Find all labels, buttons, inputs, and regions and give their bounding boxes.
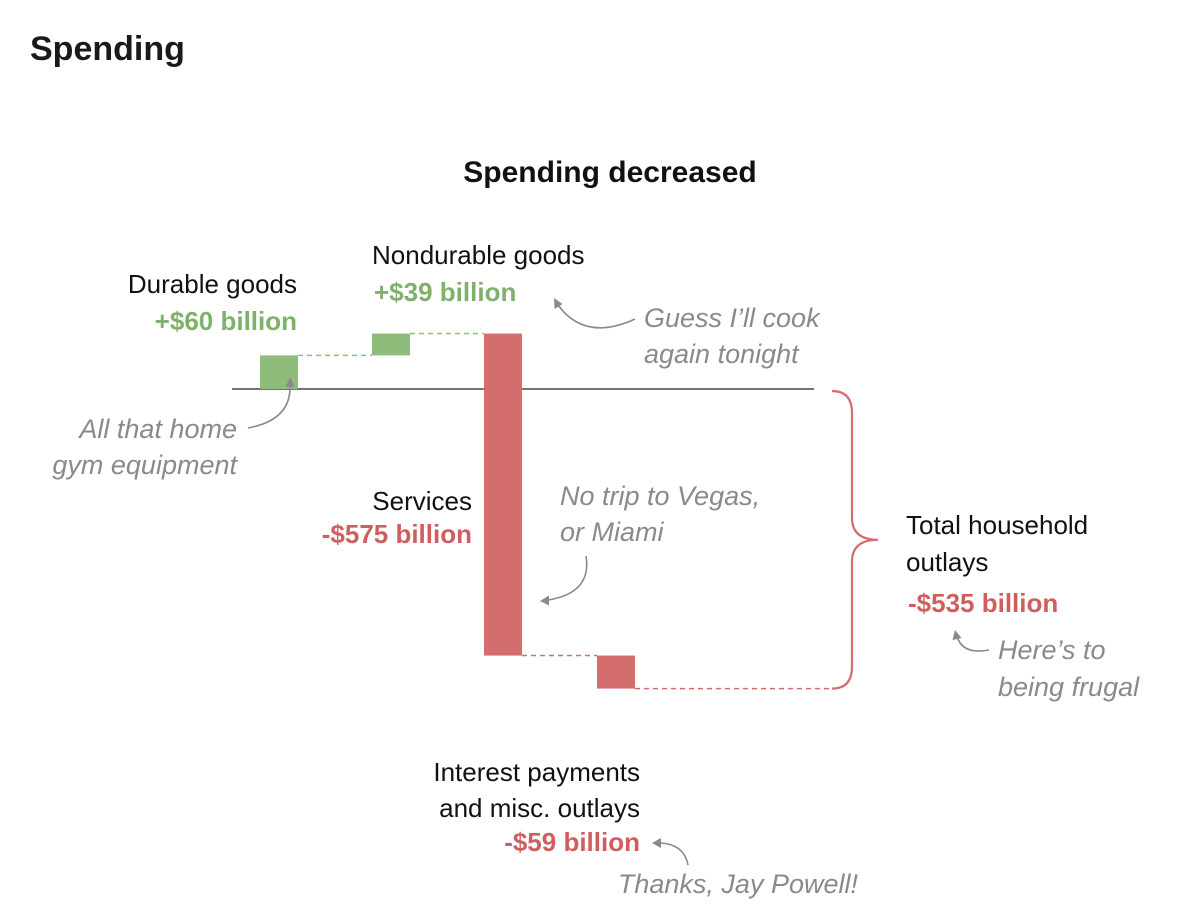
annotation-interest: Thanks, Jay Powell!: [618, 869, 859, 899]
category-label-interest-line-2: and misc. outlays: [439, 793, 640, 823]
annotation-nondurable-line-2: again tonight: [644, 339, 800, 369]
annotation-nondurable-line-1: Guess I’ll cook: [644, 303, 821, 333]
category-label-interest-line-1: Interest payments: [433, 757, 640, 787]
category-label-durable-goods: Durable goods: [128, 269, 297, 299]
annotation-arrow: [956, 635, 990, 652]
annotation-arrow: [547, 555, 588, 601]
annotation-arrow: [659, 842, 689, 866]
bar-nondurable-goods: [372, 333, 410, 356]
annotation-services-line-2: or Miami: [560, 517, 665, 547]
chart-title: Spending decreased: [463, 156, 756, 189]
value-label-nondurable-goods: +$39 billion: [374, 277, 516, 307]
value-label-durable-goods: +$60 billion: [155, 306, 297, 336]
value-label-interest-payments: -$59 billion: [504, 827, 640, 857]
annotation-arrow: [247, 383, 291, 429]
category-label-nondurable-goods: Nondurable goods: [372, 240, 585, 270]
annotation-arrowhead: [540, 595, 549, 606]
section-title: Spending: [30, 30, 185, 68]
annotation-total-line-2: being frugal: [998, 672, 1140, 702]
bar-services: [484, 333, 522, 656]
annotation-arrowhead: [952, 630, 962, 640]
annotation-total-line-1: Here’s to: [998, 635, 1106, 665]
annotation-arrowhead: [554, 298, 563, 309]
annotation-arrow: [557, 304, 636, 329]
category-label-services: Services: [372, 486, 472, 516]
annotation-arrowhead: [652, 838, 661, 848]
total-brace: [831, 389, 879, 690]
value-label-total-outlays: -$535 billion: [908, 588, 1058, 618]
category-label-total-line-1: Total household: [906, 510, 1088, 540]
annotation-services-line-1: No trip to Vegas,: [560, 481, 760, 511]
annotation-durable-line-2: gym equipment: [52, 450, 238, 480]
category-label-total-line-2: outlays: [906, 547, 988, 577]
annotation-arrowhead: [285, 377, 295, 387]
annotation-durable-line-1: All that home: [77, 414, 237, 444]
bar-interest-payments: [597, 655, 635, 689]
value-label-services: -$575 billion: [322, 519, 472, 549]
